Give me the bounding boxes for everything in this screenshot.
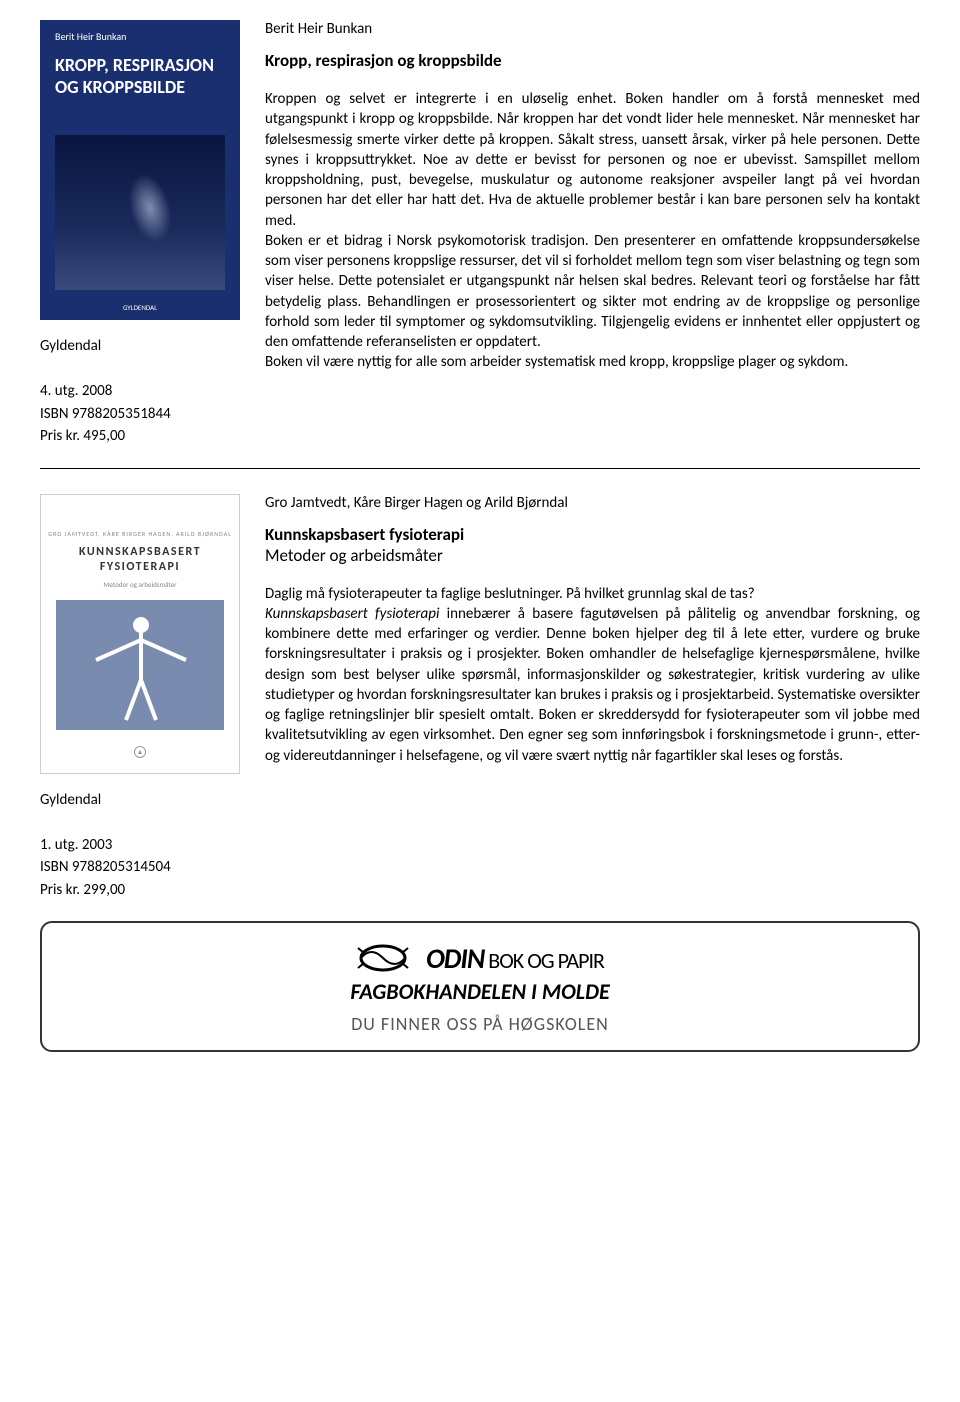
book-1-left-column: Berit Heir Bunkan KROPP, RESPIRASJON OG …: [40, 20, 240, 448]
book-entry-1: Berit Heir Bunkan KROPP, RESPIRASJON OG …: [40, 20, 920, 448]
book-2-subtitle: Metoder og arbeidsmåter: [265, 545, 920, 566]
banner-logo-row: ODIN BOK OG PAPIR: [62, 938, 898, 978]
cover-1-publisher-logo: GYLDENDAL: [123, 303, 157, 312]
human-figure-icon: [86, 610, 196, 725]
book-1-price: Pris kr. 495,00: [40, 425, 240, 448]
banner-name-rest: BOK OG PAPIR: [484, 947, 604, 974]
cover-2-title: KUNNSKAPSBASERT FYSIOTERAPI: [41, 545, 239, 576]
cover-2-illustration: [56, 600, 224, 730]
cover-2-publisher-logo: ▲: [134, 746, 146, 758]
book-2-metadata: Gyldendal 1. utg. 2003 ISBN 978820531450…: [40, 789, 240, 902]
odin-icon: [356, 938, 411, 978]
banner-location: DU FINNER OSS PÅ HØGSKOLEN: [62, 1013, 898, 1035]
cover-2-subtitle: Metoder og arbeidsmåter: [41, 580, 239, 589]
book-2-price: Pris kr. 299,00: [40, 879, 240, 902]
banner-title: ODIN BOK OG PAPIR: [426, 941, 604, 976]
book-1-edition: 4. utg. 2008: [40, 380, 240, 403]
banner-name-bold: ODIN: [426, 941, 484, 976]
book-2-author: Gro Jamtvedt, Kåre Birger Hagen og Arild…: [265, 494, 920, 512]
banner-tagline: FAGBOKHANDELEN I MOLDE: [62, 978, 898, 1005]
cover-1-title: KROPP, RESPIRASJON OG KROPPSBILDE: [55, 55, 225, 98]
book-2-isbn: ISBN 9788205314504: [40, 856, 240, 879]
book-2-left-column: GRO JAMTVEDT, KÅRE BIRGER HAGEN, ARILD B…: [40, 494, 240, 902]
book-1-right-column: Berit Heir Bunkan Kropp, respirasjon og …: [265, 20, 920, 448]
book-1-publisher: Gyldendal: [40, 335, 240, 358]
book-2-cover: GRO JAMTVEDT, KÅRE BIRGER HAGEN, ARILD B…: [40, 494, 240, 774]
book-1-title: Kropp, respirasjon og kroppsbilde: [265, 50, 920, 71]
cover-2-authors: GRO JAMTVEDT, KÅRE BIRGER HAGEN, ARILD B…: [41, 530, 239, 538]
cover-1-illustration: [55, 135, 225, 290]
book-1-description: Kroppen og selvet er integrerte i en ulø…: [265, 89, 920, 373]
book-2-edition: 1. utg. 2003: [40, 834, 240, 857]
book-1-cover: Berit Heir Bunkan KROPP, RESPIRASJON OG …: [40, 20, 240, 320]
book-2-right-column: Gro Jamtvedt, Kåre Birger Hagen og Arild…: [265, 494, 920, 902]
book-1-metadata: Gyldendal 4. utg. 2008 ISBN 978820535184…: [40, 335, 240, 448]
dancer-figure: [110, 163, 170, 263]
book-1-author: Berit Heir Bunkan: [265, 20, 920, 38]
book-2-title: Kunnskapsbasert fysioterapi: [265, 524, 920, 545]
cover-1-author: Berit Heir Bunkan: [55, 30, 126, 43]
book-2-description: Daglig må fysioterapeuter ta faglige bes…: [265, 584, 920, 766]
store-banner: ODIN BOK OG PAPIR FAGBOKHANDELEN I MOLDE…: [40, 921, 920, 1052]
book-entry-2: GRO JAMTVEDT, KÅRE BIRGER HAGEN, ARILD B…: [40, 494, 920, 902]
section-divider: [40, 468, 920, 469]
book-2-publisher: Gyldendal: [40, 789, 240, 812]
book-1-isbn: ISBN 9788205351844: [40, 403, 240, 426]
